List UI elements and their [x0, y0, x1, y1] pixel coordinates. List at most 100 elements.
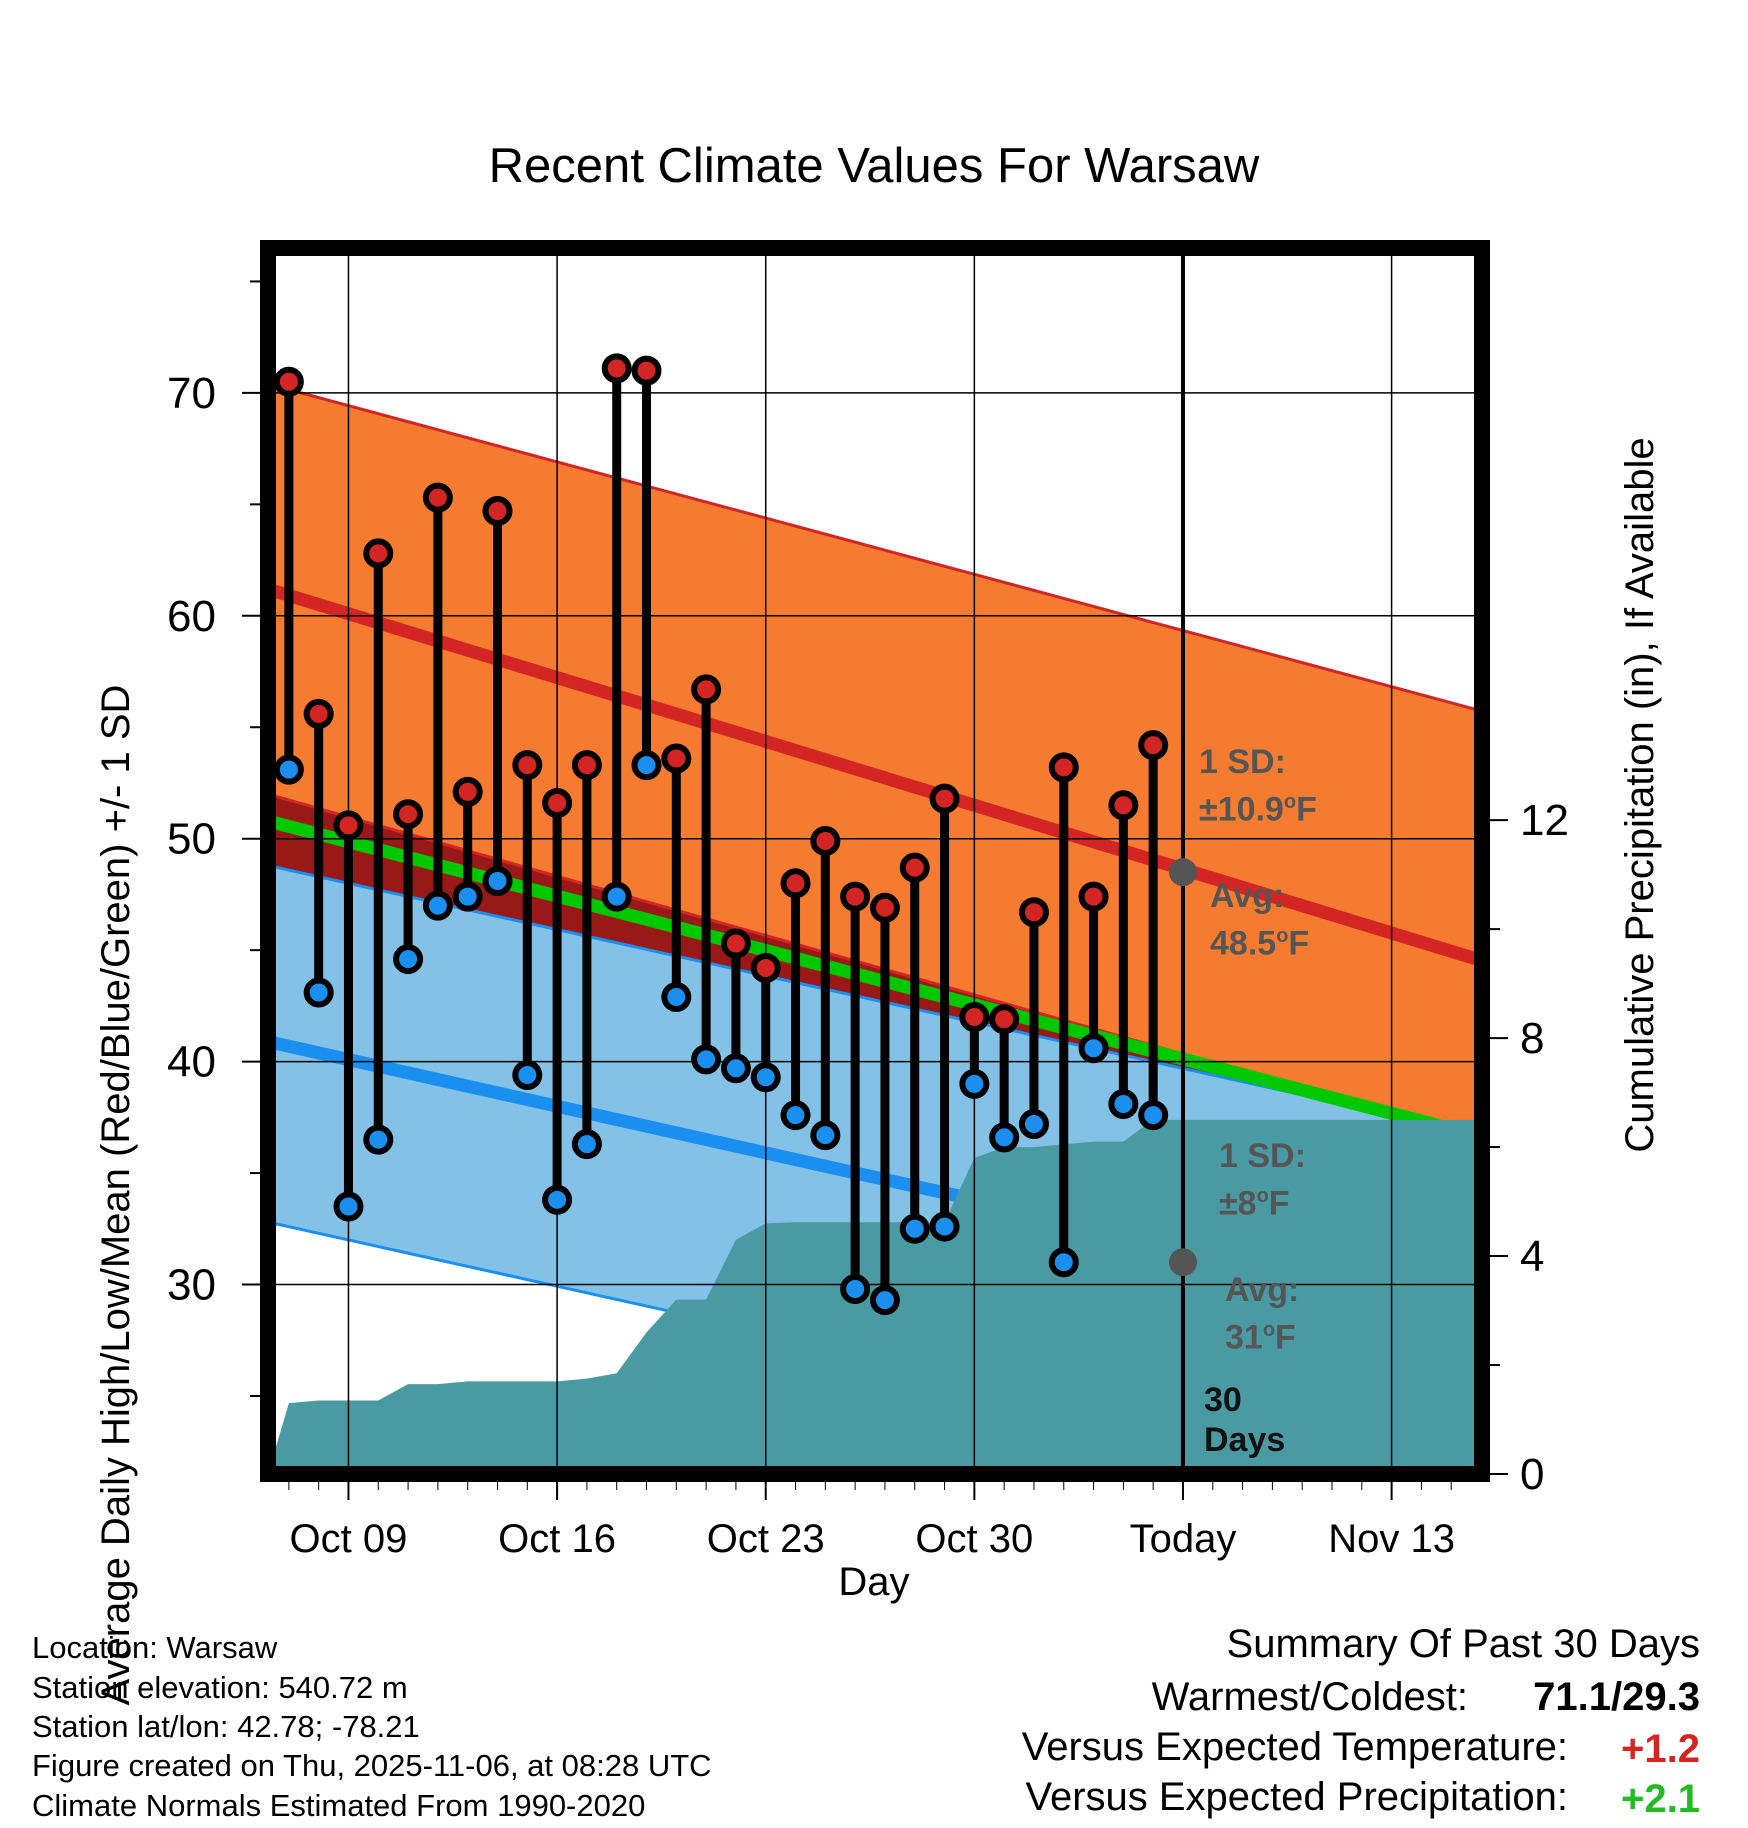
summary-temp-value: +1.2 — [1621, 1727, 1700, 1771]
low-point-18 — [601, 881, 632, 912]
high-point-15 — [512, 750, 543, 781]
low-point-14 — [482, 866, 513, 897]
high-avg-label: Avg: — [1210, 877, 1285, 915]
high-point-7 — [273, 366, 304, 397]
high-sd-value: ±10.9oF — [1199, 790, 1317, 829]
x-tick-label-44: Nov 13 — [1328, 1517, 1455, 1561]
low-point-20 — [661, 981, 692, 1012]
low-point-27 — [869, 1285, 900, 1316]
today-high-avg-marker — [1168, 858, 1197, 887]
x-tick-label-23: Oct 23 — [707, 1517, 825, 1561]
high-point-33 — [1048, 752, 1079, 783]
x-tick-label-16: Oct 16 — [498, 1517, 616, 1561]
high-avg-annotation: Avg: 48.5oF — [1210, 876, 1309, 963]
high-point-34 — [1078, 881, 1109, 912]
y2-tick-label-0: 0 — [1520, 1450, 1544, 1499]
high-point-18 — [601, 353, 632, 384]
x-tick-label-37: Today — [1130, 1517, 1237, 1561]
low-point-9 — [333, 1191, 364, 1222]
low-point-30 — [959, 1068, 990, 1099]
window-number: 30 — [1204, 1381, 1242, 1419]
x-tick-label-9: Oct 09 — [290, 1517, 408, 1561]
high-point-24 — [780, 868, 811, 899]
footer-elevation: Station elevation: 540.72 m — [32, 1670, 408, 1705]
low-point-13 — [452, 881, 483, 912]
low-sd-annotation: 1 SD: ±8oF — [1219, 1136, 1306, 1223]
footer-latlon: Station lat/lon: 42.78; -78.21 — [32, 1709, 420, 1744]
low-point-7 — [273, 754, 304, 785]
high-point-11 — [393, 799, 424, 830]
footer-created: Figure created on Thu, 2025-11-06, at 08… — [32, 1748, 712, 1783]
high-point-32 — [1018, 897, 1049, 928]
today-low-avg-marker — [1168, 1248, 1197, 1277]
low-avg-annotation: Avg: 31oF — [1225, 1270, 1299, 1357]
y2-axis-label: Cumulative Precipitation (in), If Availa… — [1618, 437, 1662, 1153]
footer-normals: Climate Normals Estimated From 1990-2020 — [32, 1788, 646, 1823]
high-point-35 — [1108, 790, 1139, 821]
y-tick-label-70: 70 — [167, 369, 216, 418]
low-point-11 — [393, 944, 424, 975]
high-point-26 — [840, 881, 871, 912]
y-tick-label-50: 50 — [167, 815, 216, 864]
high-point-8 — [303, 698, 334, 729]
high-point-10 — [363, 538, 394, 569]
summary-temp-label: Versus Expected Temperature: — [1021, 1725, 1568, 1769]
low-avg-value: 31oF — [1225, 1318, 1296, 1357]
low-point-31 — [989, 1122, 1020, 1153]
high-point-27 — [869, 892, 900, 923]
low-point-21 — [691, 1044, 722, 1075]
window-annotation: 30 Days — [1204, 1380, 1285, 1460]
high-point-16 — [542, 788, 573, 819]
high-point-17 — [571, 750, 602, 781]
y2-tick-label-4: 4 — [1520, 1232, 1544, 1281]
high-point-13 — [452, 776, 483, 807]
summary-precip-value: +2.1 — [1621, 1777, 1700, 1821]
high-point-31 — [989, 1004, 1020, 1035]
low-point-33 — [1048, 1247, 1079, 1278]
low-point-29 — [929, 1211, 960, 1242]
high-point-30 — [959, 1002, 990, 1033]
y2-tick-label-8: 8 — [1520, 1014, 1544, 1063]
low-point-26 — [840, 1273, 871, 1304]
high-point-25 — [810, 825, 841, 856]
low-point-25 — [810, 1120, 841, 1151]
high-point-12 — [422, 482, 453, 513]
low-point-28 — [899, 1213, 930, 1244]
high-point-21 — [691, 674, 722, 705]
low-point-10 — [363, 1124, 394, 1155]
x-axis-label: Day — [838, 1560, 910, 1604]
normal-high-line — [268, 582, 1484, 968]
high-avg-value: 48.5oF — [1210, 924, 1310, 963]
low-point-32 — [1018, 1109, 1049, 1140]
high-point-22 — [720, 928, 751, 959]
low-point-34 — [1078, 1033, 1109, 1064]
window-unit: Days — [1204, 1421, 1286, 1459]
footer-location: Location: Warsaw — [32, 1630, 278, 1665]
chart-title: Recent Climate Values For Warsaw — [488, 139, 1260, 193]
high-point-14 — [482, 496, 513, 527]
low-point-22 — [720, 1053, 751, 1084]
y2-tick-label-12: 12 — [1520, 796, 1569, 845]
summary-warm-cold-label: Warmest/Coldest: — [1151, 1675, 1468, 1719]
low-avg-label: Avg: — [1225, 1271, 1300, 1309]
high-point-29 — [929, 783, 960, 814]
high-point-36 — [1138, 730, 1169, 761]
high-point-23 — [750, 952, 781, 983]
low-point-35 — [1108, 1088, 1139, 1119]
low-point-12 — [422, 890, 453, 921]
low-point-19 — [631, 750, 662, 781]
summary-precip-label: Versus Expected Precipitation: — [1025, 1775, 1568, 1819]
y-tick-label-30: 30 — [167, 1261, 216, 1310]
plot-frame — [260, 240, 1490, 1482]
high-sd-band — [268, 383, 1484, 1140]
x-tick-label-30: Oct 30 — [915, 1517, 1033, 1561]
low-point-17 — [571, 1129, 602, 1160]
high-sd-annotation: 1 SD: ±10.9oF — [1199, 742, 1317, 829]
summary-warm-cold-value: 71.1/29.3 — [1533, 1675, 1700, 1719]
y-tick-label-60: 60 — [167, 592, 216, 641]
low-point-8 — [303, 977, 334, 1008]
y-tick-label-40: 40 — [167, 1038, 216, 1087]
low-point-36 — [1138, 1100, 1169, 1131]
high-sd-label: 1 SD: — [1199, 743, 1286, 781]
